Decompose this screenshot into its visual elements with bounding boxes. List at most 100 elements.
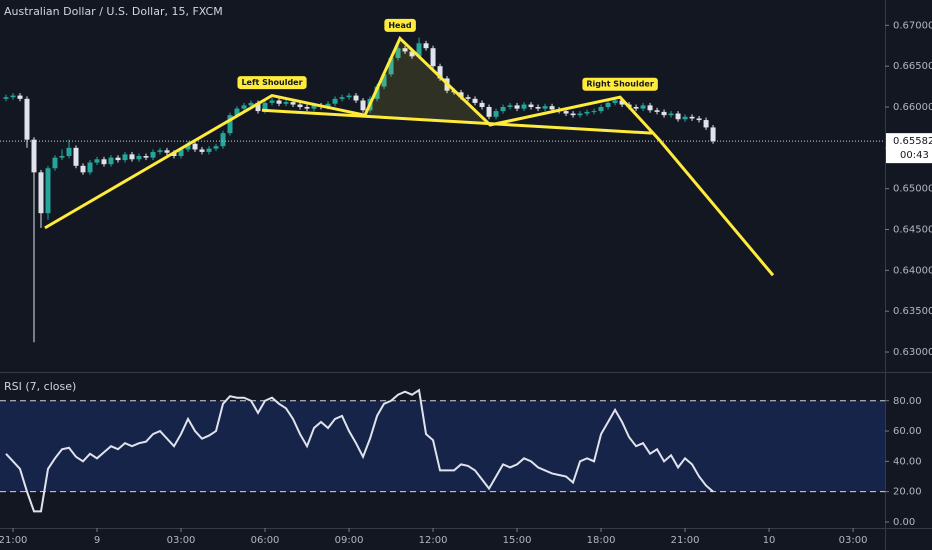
y-tick-label: 80.00 — [893, 396, 922, 407]
candle-body — [458, 92, 464, 98]
y-tick-label: 0.66000 — [893, 102, 932, 113]
pattern-label: Left Shoulder — [241, 78, 302, 87]
candle-body — [66, 147, 72, 157]
candle-body — [640, 105, 646, 109]
pattern-label-box — [237, 76, 307, 90]
x-tick-label: 10 — [763, 535, 776, 546]
candle-body — [276, 100, 282, 104]
candle-body — [381, 74, 387, 87]
candle-body — [409, 51, 415, 57]
candle-body — [472, 98, 478, 103]
head-shade — [364, 38, 491, 125]
x-tick-label: 9 — [94, 535, 100, 546]
y-tick-label: 0.67000 — [893, 20, 932, 31]
candle-body — [3, 97, 9, 99]
y-tick-label: 60.00 — [893, 426, 922, 437]
candle-body — [507, 105, 513, 107]
candle-body — [402, 48, 408, 52]
chart-title: Australian Dollar / U.S. Dollar, 15, FXC… — [4, 5, 223, 18]
candle-body — [633, 106, 639, 109]
candle-body — [234, 108, 240, 116]
x-tick-label: 03:00 — [839, 535, 868, 546]
y-tick-label: 0.64500 — [893, 225, 932, 236]
candle-body — [395, 48, 401, 58]
candle-body — [143, 156, 149, 158]
candle-body — [17, 95, 23, 99]
candle-body — [500, 106, 506, 112]
candle-body — [192, 143, 198, 150]
candle-body — [94, 159, 100, 163]
y-tick-label: 0.63500 — [893, 306, 932, 317]
candle-body — [619, 100, 625, 105]
candle-body — [465, 97, 471, 99]
candle-body — [577, 113, 583, 116]
candle-body — [73, 147, 79, 166]
candle-body — [255, 102, 261, 112]
candle-body — [374, 86, 380, 99]
candle-body — [150, 151, 156, 158]
rsi-band — [0, 400, 885, 492]
y-tick-label: 0.65000 — [893, 184, 932, 195]
candle-body — [10, 95, 16, 98]
candle-body — [528, 104, 534, 107]
candle-body — [122, 154, 128, 161]
pattern-label-box — [582, 77, 658, 91]
last-price-tag — [886, 133, 932, 164]
countdown-label: 00:43 — [900, 150, 929, 161]
candle-body — [178, 149, 184, 157]
candle-body — [598, 106, 604, 112]
y-tick-label: 0.63000 — [893, 347, 932, 358]
candle-body — [388, 57, 394, 75]
candle-body — [514, 105, 520, 109]
candle-body — [605, 102, 611, 107]
candle-body — [416, 43, 422, 57]
candle-body — [542, 106, 548, 109]
pattern-label: Head — [388, 21, 412, 30]
candle-body — [87, 162, 93, 173]
candle-body — [675, 113, 681, 120]
candle-body — [689, 116, 695, 119]
y-tick-label: 0.64000 — [893, 265, 932, 276]
candle-body — [157, 150, 163, 152]
rsi-line — [5, 388, 714, 513]
pattern-label-box — [384, 18, 416, 32]
last-price-label: 0.65582 — [893, 136, 932, 147]
x-tick-label: 09:00 — [335, 535, 364, 546]
candle-body — [521, 104, 527, 109]
candle-body — [570, 113, 576, 116]
candle-body — [241, 105, 247, 109]
candle-body — [493, 111, 499, 117]
candle-body — [339, 97, 345, 99]
candle-body — [563, 111, 569, 114]
candle-body — [80, 165, 86, 173]
y-tick-label: 20.00 — [893, 487, 922, 498]
y-tick-label: 0.66500 — [893, 61, 932, 72]
candle-body — [703, 120, 709, 128]
candle-body — [290, 102, 296, 105]
candle-body — [360, 100, 366, 111]
candle-body — [710, 127, 716, 142]
pattern-label: Right Shoulder — [586, 80, 653, 89]
candle-body — [269, 100, 275, 103]
candle-body — [248, 102, 254, 106]
y-tick-label: 0.00 — [893, 517, 915, 528]
x-tick-label: 03:00 — [167, 535, 196, 546]
candle-body — [52, 157, 58, 169]
y-tick-label: 40.00 — [893, 456, 922, 467]
candle-body — [108, 157, 114, 165]
candle-body — [101, 159, 107, 165]
candle-body — [45, 168, 51, 214]
candles — [3, 37, 716, 343]
x-tick-label: 06:00 — [251, 535, 280, 546]
candle-body — [59, 156, 65, 158]
candle-body — [346, 95, 352, 98]
candle-body — [297, 104, 303, 107]
x-tick-label: 21:00 — [671, 535, 700, 546]
candle-body — [584, 111, 590, 114]
candle-body — [647, 105, 653, 111]
candle-body — [430, 48, 436, 67]
x-tick-label: 21:00 — [0, 535, 27, 546]
candle-body — [129, 154, 135, 160]
